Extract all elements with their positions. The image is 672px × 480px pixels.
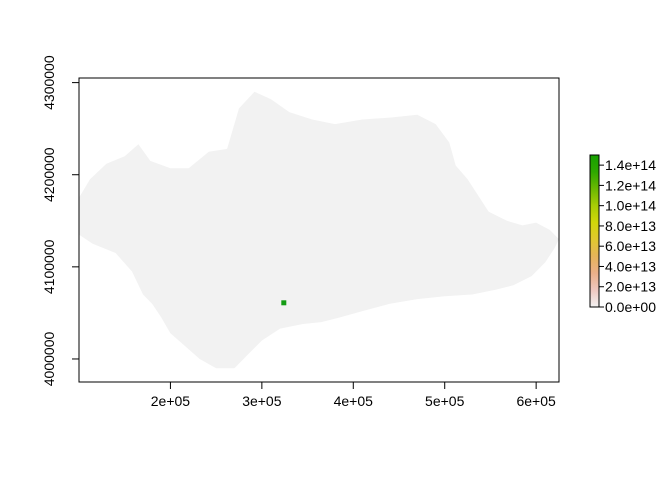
legend-tick-label: 0.0e+00: [605, 299, 656, 315]
legend-tick-label: 6.0e+13: [605, 238, 656, 254]
x-tick-label: 5e+05: [425, 393, 465, 409]
legend-tick-label: 2.0e+13: [605, 279, 656, 295]
x-tick-label: 4e+05: [334, 393, 374, 409]
y-tick-label: 4100000: [41, 239, 57, 294]
legend-color-bar: [589, 154, 600, 308]
legend-tick-label: 1.0e+14: [605, 198, 656, 214]
x-axis: 2e+05 3e+05 4e+05 5e+05 6e+05: [151, 382, 556, 409]
y-axis: 4000000 4100000 4200000 4300000: [41, 55, 79, 386]
raster-region: [79, 91, 559, 369]
legend-tick-label: 8.0e+13: [605, 218, 656, 234]
x-tick-label: 2e+05: [151, 393, 191, 409]
color-legend: 0.0e+00 2.0e+13 4.0e+13 6.0e+13 8.0e+13 1.0e+…: [589, 154, 656, 315]
y-tick-label: 4200000: [41, 147, 57, 202]
raster-layer: [79, 91, 559, 369]
x-tick-label: 6e+05: [516, 393, 556, 409]
legend-tick-label: 1.2e+14: [605, 177, 656, 193]
raster-cell-high-value: [281, 300, 287, 306]
x-tick-label: 3e+05: [242, 393, 282, 409]
y-tick-label: 4000000: [41, 332, 57, 387]
plot-frame: [78, 77, 560, 383]
legend-tick-label: 1.4e+14: [605, 157, 656, 173]
y-tick-label: 4300000: [41, 55, 57, 110]
legend-tick-label: 4.0e+13: [605, 258, 656, 274]
